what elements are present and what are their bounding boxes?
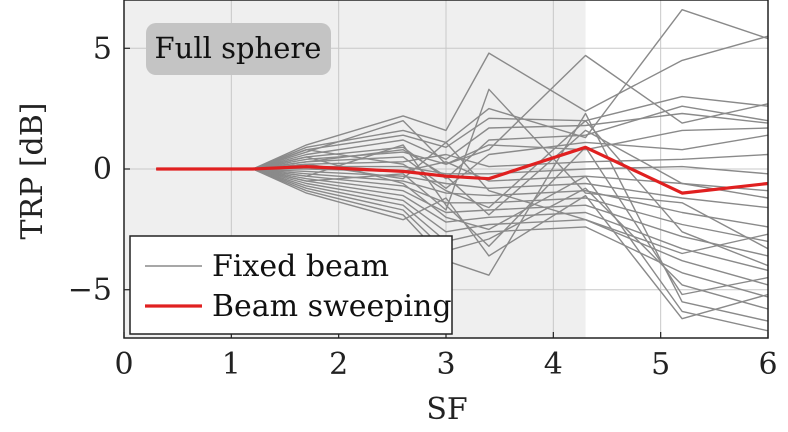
x-tick-label-4: 4 (544, 347, 563, 382)
x-tick-label-2: 2 (329, 347, 348, 382)
series-line-fixed-beam-17 (156, 168, 769, 286)
annotation-box: Full sphere (146, 23, 331, 75)
y-tick-label-1: 0 (93, 152, 112, 187)
series-line-fixed-beam-26 (156, 88, 769, 250)
x-axis-label: SF (426, 392, 467, 427)
x-tick-label-6: 6 (758, 347, 777, 382)
x-tick-label-0: 0 (114, 347, 133, 382)
series-line-fixed-beam-15 (156, 168, 769, 257)
series-line-fixed-beam-2 (156, 35, 769, 170)
x-tick-label-1: 1 (222, 347, 241, 382)
series-line-beam-sweeping (156, 145, 769, 195)
series-line-fixed-beam-22 (156, 156, 769, 332)
series-line-fixed-beam-23 (156, 144, 769, 296)
series-line-fixed-beam-5 (156, 112, 769, 170)
legend-label-beam-sweeping: Beam sweeping (212, 289, 452, 324)
series-line-fixed-beam-24 (156, 120, 769, 267)
x-tick-label-5: 5 (651, 347, 670, 382)
legend: Fixed beam Beam sweeping (129, 235, 453, 335)
series-layer (156, 9, 769, 332)
y-axis-label: TRP [dB] (15, 103, 50, 240)
y-tick-label-0: −5 (68, 273, 112, 308)
legend-frame (129, 235, 453, 335)
annotation-text: Full sphere (155, 31, 322, 65)
tick-layer: 0 1 2 3 4 5 6 −5 0 5 (68, 31, 778, 382)
series-line-fixed-beam-7 (156, 127, 769, 170)
legend-label-fixed-beam: Fixed beam (212, 249, 389, 284)
x-tick-label-3: 3 (436, 347, 455, 382)
annotation-box-background (146, 23, 331, 75)
series-line-fixed-beam-13 (156, 168, 769, 228)
y-tick-label-2: 5 (93, 31, 112, 66)
series-line-fixed-beam-21 (156, 168, 769, 320)
